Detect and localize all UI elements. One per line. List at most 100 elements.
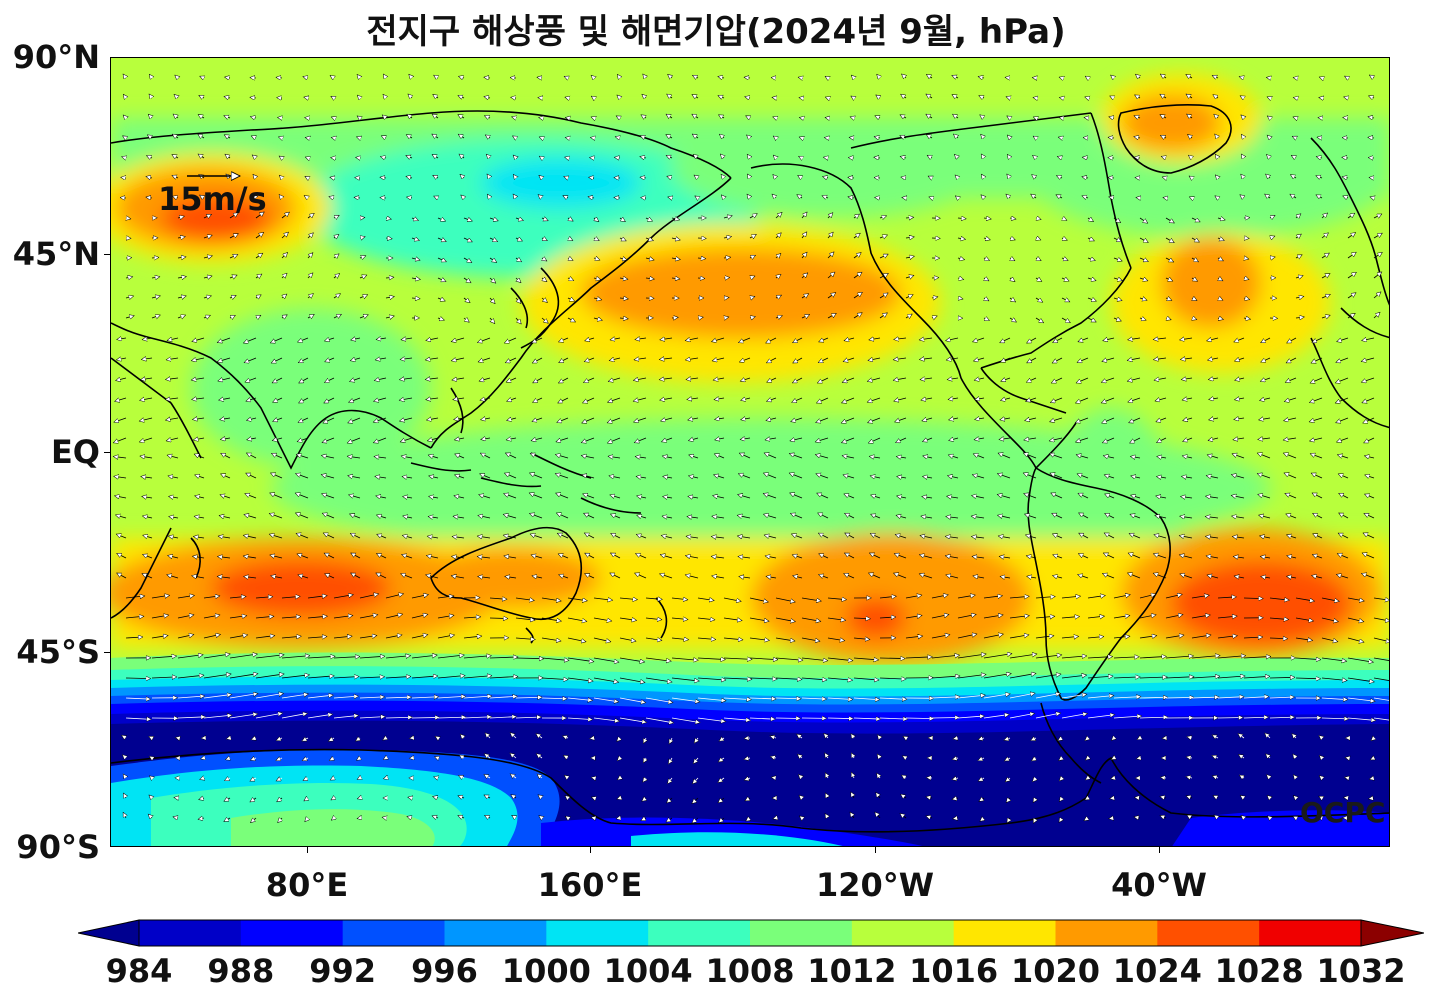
wind-vector: [1321, 233, 1328, 239]
wind-vector: [229, 212, 238, 219]
wind-vector: [307, 253, 313, 259]
wind-vector: [1135, 94, 1140, 98]
wind-vector: [1113, 258, 1122, 261]
colorbar-swatch: [342, 920, 445, 946]
wind-vector: [900, 156, 907, 158]
wind-vector: [1180, 338, 1193, 340]
wind-vector: [1078, 338, 1089, 342]
wind-vector: [927, 154, 932, 158]
wind-vector: [1139, 298, 1147, 300]
wind-vector: [773, 117, 776, 118]
colorbar-tick-label: 1000: [501, 952, 591, 990]
wind-vector: [984, 278, 989, 282]
wind-vector: [1160, 114, 1167, 118]
wind-vector: [817, 377, 829, 383]
colorbar-tick-label: 996: [411, 952, 478, 990]
wind-vector: [712, 337, 725, 342]
wind-vector: [721, 195, 724, 198]
colorbar-swatch: [444, 920, 547, 946]
wind-vector: [1336, 357, 1349, 362]
wind-vector: [432, 113, 439, 118]
wind-vector: [635, 338, 647, 340]
wind-vector: [1113, 318, 1121, 321]
wind-vector: [191, 378, 205, 380]
wind-vector: [568, 218, 573, 222]
wind-vector: [694, 174, 698, 178]
wind-vector: [1036, 218, 1041, 220]
wind-vector: [1191, 278, 1198, 282]
wind-vector: [1153, 338, 1167, 340]
wind-vector: [1007, 154, 1010, 158]
wind-vector: [620, 218, 625, 222]
wind-vector: [593, 298, 602, 300]
wind-vector: [331, 137, 334, 138]
wind-vector: [1059, 77, 1062, 78]
wind-vector: [685, 358, 699, 360]
wind-vector: [1087, 238, 1094, 241]
wind-vector: [692, 113, 699, 118]
pressure-wind-map: [110, 57, 1390, 847]
colorbar-swatch: [1157, 920, 1260, 946]
wind-vector: [1370, 197, 1374, 198]
colorbar-swatch: [1259, 920, 1362, 946]
wind-vector: [1368, 117, 1375, 118]
wind-vector: [151, 277, 160, 278]
wind-vector: [147, 134, 152, 138]
wind-vector: [947, 378, 959, 380]
wind-vector: [1321, 213, 1328, 218]
wind-vector: [718, 76, 725, 78]
wind-vector: [844, 338, 855, 341]
wind-vector: [827, 232, 833, 239]
wind-vector: [1215, 195, 1218, 198]
wind-vector: [334, 234, 339, 238]
wind-vector: [177, 237, 185, 238]
wind-vector: [712, 358, 725, 361]
wind-vector: [409, 74, 412, 78]
wind-vector: [123, 115, 126, 118]
wind-vector: [1033, 117, 1036, 118]
wind-vector: [894, 338, 907, 340]
wind-vector: [407, 197, 413, 198]
wind-vector: [460, 174, 464, 178]
wind-vector: [1295, 254, 1302, 258]
wind-vector: [827, 292, 836, 299]
wind-vector: [484, 77, 491, 78]
wind-vector: [750, 296, 755, 298]
wind-vector: [568, 238, 573, 241]
wind-vector: [1032, 175, 1036, 178]
wind-vector: [484, 97, 491, 98]
wind-vector: [671, 278, 680, 279]
wind-vector: [773, 174, 776, 178]
wind-vector: [851, 95, 854, 98]
wind-vector: [217, 357, 231, 362]
wind-vector: [1165, 217, 1174, 224]
wind-vector: [1240, 154, 1244, 158]
wind-vector: [980, 115, 984, 118]
wind-vector: [175, 75, 178, 78]
wind-vector: [331, 95, 334, 98]
wind-vector: [666, 113, 673, 118]
wind-vector: [874, 157, 881, 158]
wind-vector: [744, 738, 751, 739]
wind-vector: [797, 194, 802, 198]
wind-vector: [375, 358, 387, 360]
wind-vector: [827, 213, 833, 218]
wind-vector: [584, 358, 595, 362]
wind-vector: [331, 117, 334, 118]
wind-vector: [901, 93, 906, 98]
wind-vector: [609, 358, 621, 361]
wind-vector: [619, 258, 627, 260]
wind-vector: [198, 133, 205, 138]
wind-vector: [1295, 317, 1304, 318]
wind-vector: [458, 133, 465, 138]
wind-vector: [1369, 177, 1374, 178]
wind-vector: [1136, 197, 1140, 198]
wind-vector: [1293, 97, 1296, 98]
wind-vector: [1031, 193, 1036, 198]
wind-vector: [1139, 217, 1148, 224]
wind-vector: [565, 97, 568, 98]
wind-vector: [148, 114, 152, 118]
wind-vector: [853, 271, 862, 279]
colorbar-tick-label: 1008: [705, 952, 795, 990]
wind-vector: [516, 297, 521, 303]
